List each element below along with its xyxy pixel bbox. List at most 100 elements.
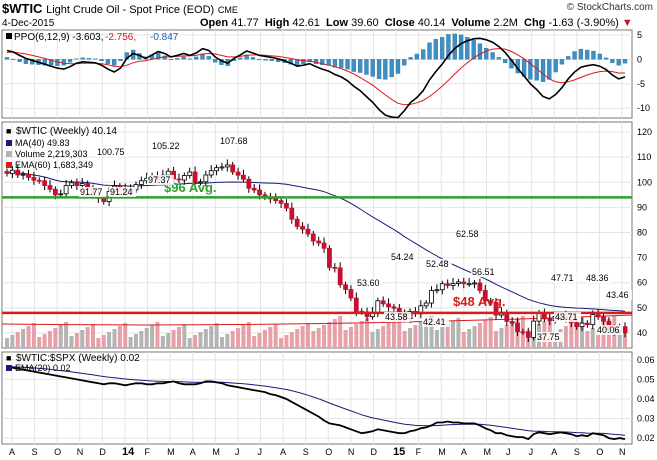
ppo-histogram-bar bbox=[402, 59, 407, 66]
x-tick-label: M bbox=[212, 447, 220, 457]
candle-body bbox=[208, 170, 214, 176]
volume-bar bbox=[176, 327, 181, 348]
candle-body bbox=[584, 322, 590, 326]
volume-bar bbox=[241, 325, 246, 348]
ppo-histogram-bar bbox=[339, 59, 344, 68]
ppo-histogram-bar bbox=[326, 59, 331, 66]
volume-bar bbox=[15, 332, 20, 348]
volume-bar bbox=[300, 326, 305, 348]
price-annotation: 43.71 bbox=[555, 312, 578, 322]
x-tick-label: A bbox=[461, 447, 467, 457]
volume-bar bbox=[477, 323, 482, 348]
x-tick-label: M bbox=[167, 447, 175, 457]
description-text: Light Crude Oil - Spot Price (EOD) bbox=[46, 4, 215, 16]
x-tick-label: A bbox=[190, 447, 196, 457]
close-label: Close bbox=[384, 17, 415, 29]
y-tick-label: -5 bbox=[637, 79, 645, 89]
x-tick-label: J bbox=[235, 447, 240, 457]
open-label: Open bbox=[200, 17, 229, 29]
y-tick-label: 80 bbox=[637, 227, 647, 237]
candle-body bbox=[488, 300, 494, 303]
ppo-histogram-bar bbox=[547, 59, 552, 80]
volume-bar bbox=[305, 323, 310, 348]
volume-bar bbox=[316, 328, 321, 348]
price-label-bg bbox=[147, 175, 174, 185]
ppo-histogram-bar bbox=[206, 56, 211, 60]
ratio-legend-label: EMA(20) 0.02 bbox=[15, 363, 71, 373]
ppo-histogram-bar bbox=[376, 59, 382, 80]
candle-body bbox=[284, 202, 289, 209]
candle-body bbox=[241, 174, 246, 180]
ppo-histogram-bar bbox=[269, 59, 275, 61]
ppo-histogram-bar bbox=[572, 51, 577, 60]
ppo-histogram-bar bbox=[301, 59, 306, 64]
price-legend-label: Volume 2,219,303 bbox=[15, 149, 88, 159]
price-label-bg bbox=[79, 187, 106, 197]
ppo-histogram-bar bbox=[175, 58, 180, 60]
volume-bar bbox=[74, 333, 79, 348]
volume-bar bbox=[391, 320, 396, 348]
x-tick-label: O bbox=[54, 447, 61, 457]
volume-bar bbox=[424, 319, 429, 348]
volume-bar bbox=[354, 324, 359, 348]
x-tick-label: M bbox=[438, 447, 446, 457]
volume-bar bbox=[133, 334, 138, 348]
ppo-histogram-bar bbox=[364, 59, 369, 75]
x-tick-label: A bbox=[9, 447, 15, 457]
chart-ticker: $WTIC Light Crude Oil - Spot Price (EOD)… bbox=[2, 1, 238, 16]
price-annotation: 54.24 bbox=[391, 252, 414, 262]
x-tick-label: J bbox=[529, 447, 534, 457]
volume-bar bbox=[128, 337, 133, 348]
ppo-signal-line bbox=[6, 48, 625, 106]
price-annotation: 62.58 bbox=[456, 229, 479, 239]
volume-bar bbox=[117, 326, 122, 348]
ppo-histogram-bar bbox=[61, 59, 66, 66]
candle-body bbox=[434, 289, 440, 292]
candle-body bbox=[622, 326, 628, 334]
price-annotation: 97.37 bbox=[148, 175, 171, 185]
candle-body bbox=[278, 200, 284, 204]
volume-bar bbox=[348, 327, 353, 348]
price-annotation: 91.24 bbox=[110, 187, 133, 197]
candle-body bbox=[579, 322, 585, 328]
ppo-histogram-bar bbox=[603, 57, 609, 60]
volume-bar bbox=[10, 335, 15, 348]
ppo-histogram-bar bbox=[395, 59, 401, 74]
candle-body bbox=[327, 247, 332, 268]
candle-body bbox=[574, 322, 580, 328]
volume-bar bbox=[42, 334, 47, 348]
volume-bar bbox=[230, 331, 235, 348]
candle-body bbox=[456, 281, 461, 284]
high-label: High bbox=[264, 17, 290, 29]
price-annotation: 42.41 bbox=[423, 317, 446, 327]
ppo-histogram-bar bbox=[250, 57, 256, 60]
close-value: 40.14 bbox=[417, 17, 446, 29]
x-tick-label: F bbox=[416, 447, 422, 457]
candle-body bbox=[353, 297, 359, 312]
ppo-histogram-bar bbox=[194, 56, 199, 60]
ppo-histogram-bar bbox=[477, 43, 483, 60]
candle-body bbox=[58, 193, 64, 196]
ppo-histogram-bar bbox=[42, 59, 47, 66]
candle-body bbox=[509, 320, 515, 324]
volume-bar bbox=[252, 336, 257, 348]
high-value: 42.61 bbox=[292, 17, 320, 29]
volume-bar bbox=[139, 331, 144, 348]
ppo-histogram-bar bbox=[238, 57, 243, 60]
candle-body bbox=[9, 169, 15, 174]
price-legend-swatch-icon: ■ bbox=[6, 126, 11, 136]
x-tick-label: S bbox=[303, 447, 309, 457]
candle-body bbox=[224, 164, 230, 168]
price-label-bg bbox=[109, 187, 136, 197]
volume-bar bbox=[47, 331, 52, 348]
volume-bar bbox=[166, 333, 171, 348]
x-tick-label: O bbox=[325, 447, 332, 457]
low-label: Low bbox=[326, 17, 349, 29]
ppo-histogram-bar bbox=[370, 59, 375, 77]
chg-value: -1.63 (-3.90%) bbox=[548, 17, 619, 29]
ppo-histogram-bar bbox=[622, 59, 628, 64]
price-annotation: 47.71 bbox=[551, 273, 574, 283]
stockcharts-brand[interactable]: © StockCharts.com bbox=[566, 2, 653, 13]
price-annotation: 56.51 bbox=[472, 267, 495, 277]
